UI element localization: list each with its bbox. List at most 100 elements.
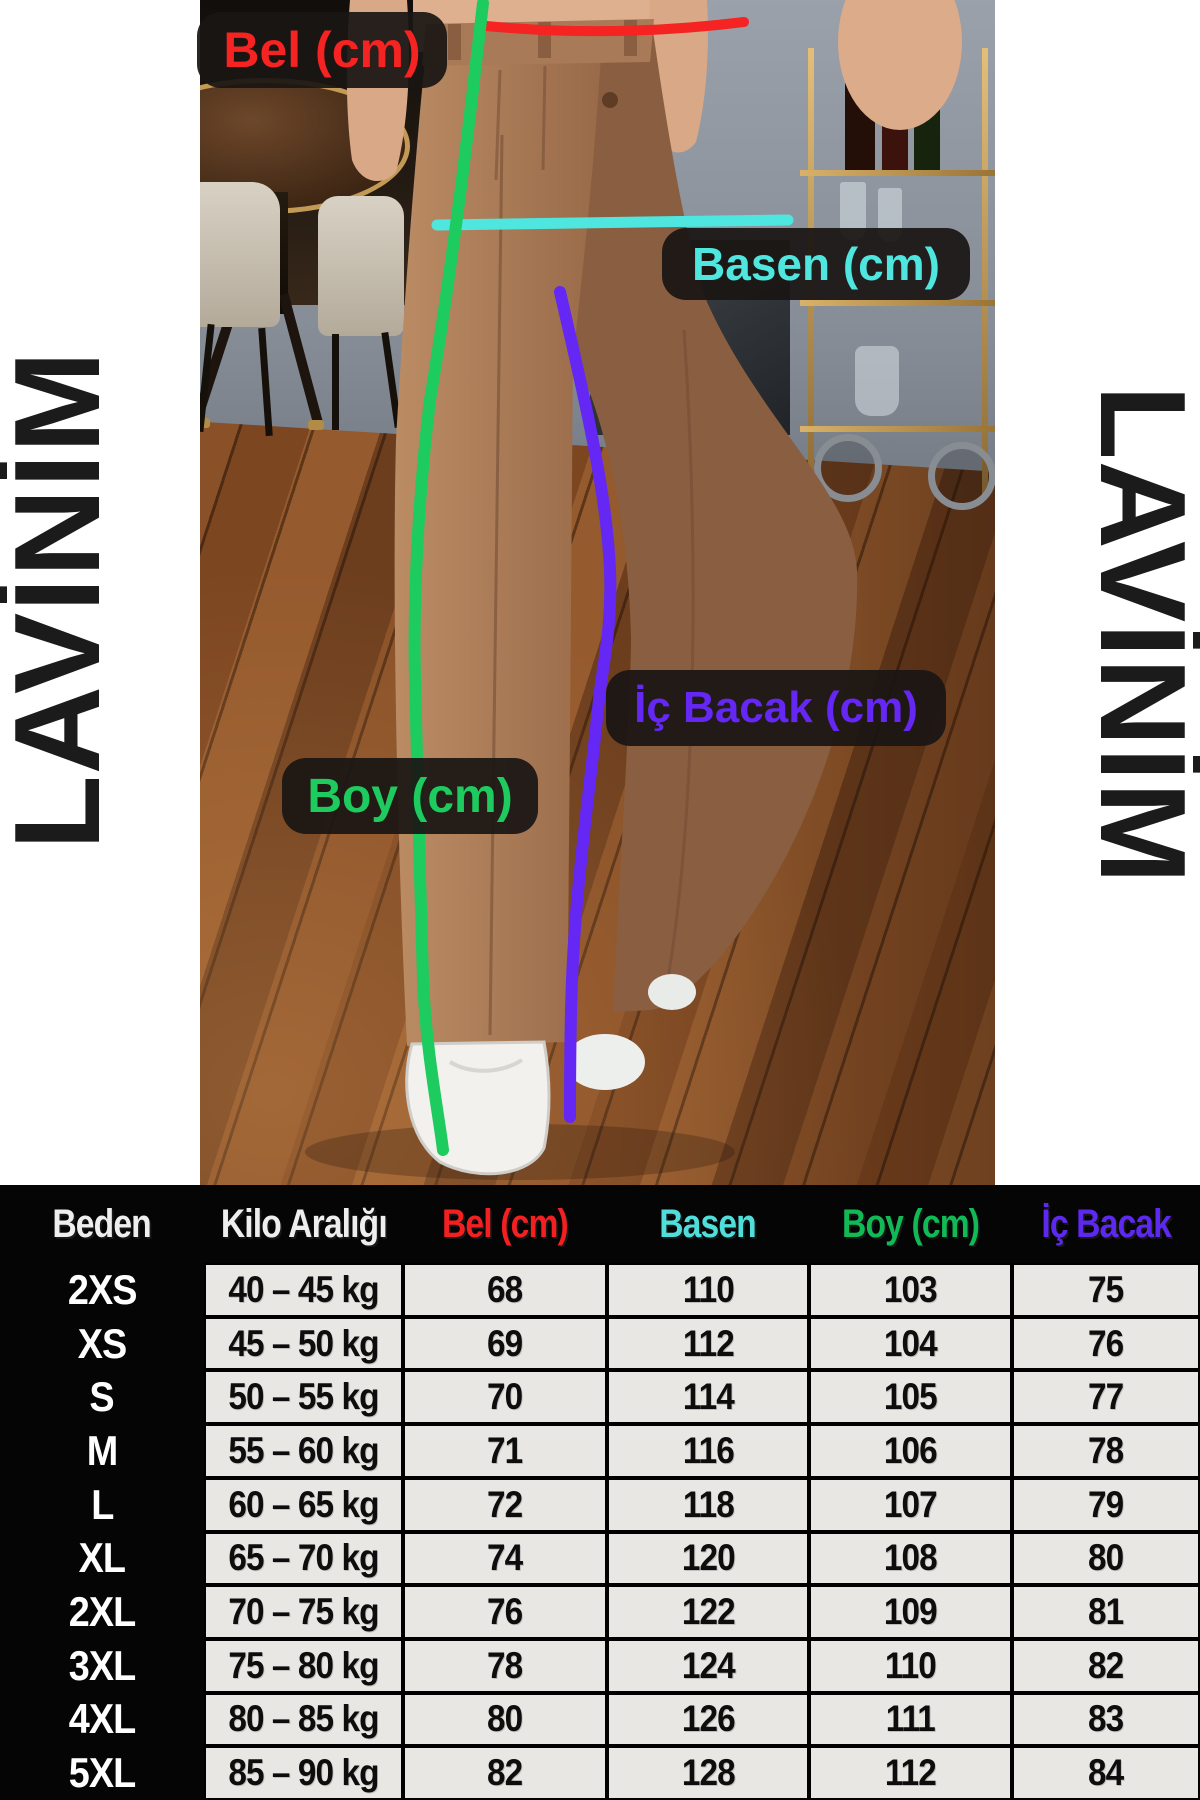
label-text: Bel (cm) <box>223 22 421 78</box>
product-photo <box>200 0 995 1185</box>
brand-text: LAVİNİM <box>1075 385 1200 885</box>
value-cell: 60 – 65 kg <box>204 1477 403 1532</box>
value-cell: 68 <box>403 1263 607 1317</box>
belt-loop <box>538 22 551 58</box>
value-cell: 120 <box>607 1531 809 1586</box>
cart-wheel <box>928 442 995 510</box>
value-cell: 114 <box>607 1370 809 1425</box>
inseam-measure-label: İç Bacak (cm) <box>606 670 946 746</box>
size-cell: 5XL <box>0 1746 204 1800</box>
value-cell: 124 <box>607 1638 809 1693</box>
col-header-5: İç Bacak <box>1012 1185 1200 1263</box>
value-cell: 40 – 45 kg <box>204 1263 403 1317</box>
sneaker-right <box>565 1034 645 1090</box>
value-cell: 71 <box>403 1424 607 1478</box>
value-cell: 74 <box>403 1531 607 1586</box>
col-header-1: Kilo Aralığı <box>204 1185 403 1263</box>
value-cell: 78 <box>1012 1424 1200 1478</box>
size-cell: XL <box>0 1531 204 1586</box>
chair <box>200 182 280 327</box>
size-cell: L <box>0 1477 204 1532</box>
value-cell: 110 <box>809 1638 1012 1693</box>
size-cell: 4XL <box>0 1692 204 1747</box>
size-cell: XS <box>0 1316 204 1371</box>
value-cell: 105 <box>809 1370 1012 1425</box>
cart-rail <box>982 48 988 496</box>
label-text: İç Bacak (cm) <box>634 683 918 732</box>
waist-measure-label: Bel (cm) <box>197 12 447 88</box>
col-header-2: Bel (cm) <box>403 1185 607 1263</box>
value-cell: 107 <box>809 1477 1012 1532</box>
value-cell: 45 – 50 kg <box>204 1316 403 1371</box>
value-cell: 126 <box>607 1692 809 1747</box>
value-cell: 80 <box>1012 1531 1200 1586</box>
value-cell: 80 – 85 kg <box>204 1692 403 1747</box>
cart-shelf <box>800 426 995 432</box>
hip-measure-label: Basen (cm) <box>662 228 970 300</box>
value-cell: 76 <box>403 1585 607 1639</box>
value-cell: 112 <box>607 1316 809 1371</box>
table-foot <box>200 418 210 428</box>
value-cell: 128 <box>607 1746 809 1800</box>
size-cell: S <box>0 1370 204 1425</box>
value-cell: 75 <box>1012 1263 1200 1317</box>
sneaker-heel <box>648 974 696 1010</box>
value-cell: 84 <box>1012 1746 1200 1800</box>
brand-text: LAVİNİM <box>0 350 125 850</box>
cart-shelf <box>800 170 995 176</box>
value-cell: 80 <box>403 1692 607 1747</box>
length-measure-label: Boy (cm) <box>282 758 538 834</box>
model-figure <box>305 0 962 1180</box>
size-cell: M <box>0 1424 204 1478</box>
value-cell: 82 <box>403 1746 607 1800</box>
value-cell: 103 <box>809 1263 1012 1317</box>
chair-leg <box>332 334 339 430</box>
chair <box>318 196 404 336</box>
cart-wheel <box>814 434 882 502</box>
size-cell: 2XL <box>0 1585 204 1639</box>
value-cell: 83 <box>1012 1692 1200 1747</box>
value-cell: 122 <box>607 1585 809 1639</box>
brand-logo-left: LAVİNİM <box>0 350 127 849</box>
value-cell: 69 <box>403 1316 607 1371</box>
pants-button <box>602 92 618 108</box>
pants-pleats <box>494 65 547 181</box>
value-cell: 70 <box>403 1370 607 1425</box>
value-cell: 55 – 60 kg <box>204 1424 403 1478</box>
value-cell: 118 <box>607 1477 809 1532</box>
value-cell: 82 <box>1012 1638 1200 1693</box>
value-cell: 81 <box>1012 1585 1200 1639</box>
value-cell: 104 <box>809 1316 1012 1371</box>
col-header-4: Boy (cm) <box>809 1185 1012 1263</box>
value-cell: 75 – 80 kg <box>204 1638 403 1693</box>
value-cell: 76 <box>1012 1316 1200 1371</box>
value-cell: 65 – 70 kg <box>204 1531 403 1586</box>
pants-crease <box>488 134 504 1036</box>
brand-logo-right: LAVİNİM <box>1073 385 1200 884</box>
size-table: Beden Kilo Aralığı Bel (cm) Basen Boy (cm) İç… <box>0 1185 1200 1800</box>
value-cell: 79 <box>1012 1477 1200 1532</box>
value-cell: 109 <box>809 1585 1012 1639</box>
size-cell: 2XS <box>0 1263 204 1317</box>
cart-shelf <box>800 300 995 306</box>
model-arm <box>838 0 962 130</box>
value-cell: 112 <box>809 1746 1012 1800</box>
value-cell: 78 <box>403 1638 607 1693</box>
label-text: Boy (cm) <box>307 769 513 823</box>
value-cell: 111 <box>809 1692 1012 1747</box>
value-cell: 106 <box>809 1424 1012 1478</box>
value-cell: 108 <box>809 1531 1012 1586</box>
value-cell: 116 <box>607 1424 809 1478</box>
value-cell: 72 <box>403 1477 607 1532</box>
value-cell: 50 – 55 kg <box>204 1370 403 1425</box>
value-cell: 70 – 75 kg <box>204 1585 403 1639</box>
belt-loop <box>448 24 461 60</box>
table-foot <box>308 420 324 430</box>
value-cell: 110 <box>607 1263 809 1317</box>
size-cell: 3XL <box>0 1638 204 1693</box>
col-header-0: Beden <box>0 1185 204 1263</box>
value-cell: 85 – 90 kg <box>204 1746 403 1800</box>
col-header-3: Basen <box>607 1185 809 1263</box>
value-cell: 77 <box>1012 1370 1200 1425</box>
